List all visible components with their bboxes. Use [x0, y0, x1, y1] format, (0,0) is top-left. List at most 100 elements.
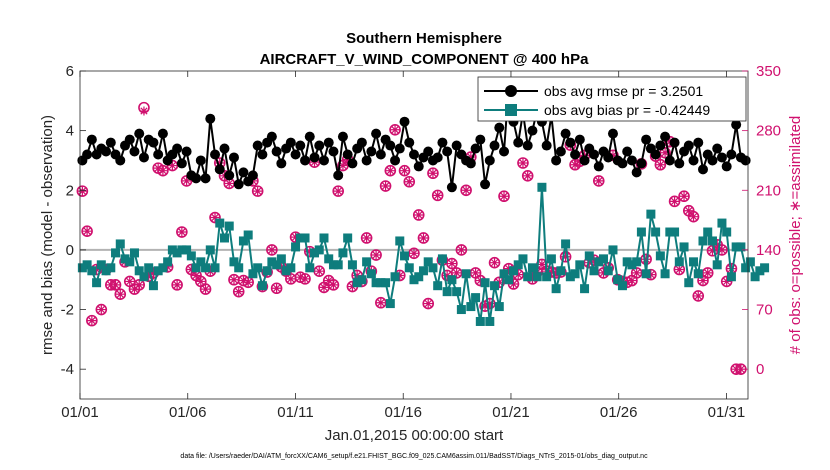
x-tick-label: 01/16 [384, 404, 422, 421]
rmse-point [409, 149, 419, 160]
obs-assimilated-point [608, 150, 618, 160]
bias-point [750, 272, 760, 282]
rmse-point [361, 155, 372, 166]
obs-assimilated-point [196, 276, 206, 286]
bias-point [755, 266, 765, 276]
bias-point [575, 260, 585, 270]
obs-assimilated-point [186, 265, 196, 275]
obs-assimilated-point [703, 268, 713, 278]
obs-assimilated-point [272, 283, 282, 293]
y-right-tick-label: 0 [756, 361, 764, 378]
rmse-point [413, 161, 424, 172]
obs-assimilated-point [381, 181, 391, 191]
obs-assimilated-point [689, 212, 699, 222]
obs-assimilated-point [627, 276, 637, 286]
rmse-point [622, 146, 633, 157]
rmse-point [304, 131, 315, 142]
chart-title: Southern Hemisphere [346, 30, 502, 47]
rmse-point [181, 146, 192, 157]
obs-assimilated-point [106, 280, 116, 290]
rmse-point [318, 155, 329, 166]
rmse-point [134, 128, 145, 139]
obs-assimilated-point [96, 305, 106, 315]
obs-assimilated-point [632, 268, 642, 278]
obs-possible-point [412, 209, 425, 221]
bias-point [257, 281, 267, 291]
obs-possible-point [460, 184, 472, 197]
rmse-point [716, 152, 727, 163]
bias-point [248, 269, 258, 279]
rmse-point [228, 152, 239, 163]
obs-assimilated-point [537, 259, 547, 269]
obs-possible-point [379, 180, 392, 192]
bias-point [129, 248, 139, 258]
bias-point [437, 254, 447, 264]
rmse-point [176, 158, 187, 169]
obs-assimilated-point [518, 158, 528, 168]
obs-possible-point [446, 257, 458, 270]
rmse-point [551, 155, 562, 166]
rmse-point [375, 149, 386, 160]
series-layer [76, 80, 770, 375]
obs-possible-point [720, 275, 733, 288]
legend-bias-marker [505, 104, 517, 116]
obs-possible-point [403, 175, 416, 188]
rmse-point [603, 152, 614, 163]
rmse-point [153, 149, 164, 160]
bias-point [300, 233, 310, 243]
rmse-point [314, 140, 325, 151]
obs-assimilated-point [333, 186, 343, 196]
obs-assimilated-point [362, 233, 372, 243]
obs-possible-point [422, 297, 435, 310]
obs-assimilated-point [485, 299, 495, 309]
bias-point [627, 260, 637, 270]
x-tick-label: 01/11 [277, 404, 313, 421]
legend: obs avg rmse pr = 3.2501 obs avg bias pr… [477, 76, 747, 122]
obs-assimilated-point [594, 176, 604, 186]
bias-point [319, 233, 329, 243]
bias-point [234, 263, 244, 273]
y-tick-label: -4 [61, 361, 74, 378]
bias-point [172, 248, 182, 258]
bias-point [295, 233, 305, 243]
bias-point [660, 269, 670, 279]
y-right-tick-label: 350 [756, 63, 781, 80]
bias-point [674, 257, 684, 267]
y-tick-label: 4 [66, 123, 74, 140]
bias-point [594, 257, 604, 267]
rmse-point [489, 140, 500, 151]
obs-assimilated-point [210, 213, 220, 223]
rmse-point [191, 173, 202, 184]
obs-assimilated-point [641, 254, 651, 264]
bias-point [456, 305, 466, 315]
rmse-point [247, 170, 258, 181]
bias-point [428, 263, 438, 273]
bias-point [267, 257, 277, 267]
obs-possible-point [370, 249, 382, 261]
obs-assimilated-point [499, 191, 509, 201]
rmse-point [688, 155, 699, 166]
rmse-point [300, 155, 311, 166]
obs-possible-point [716, 244, 728, 256]
bias-point [201, 263, 211, 273]
obs-assimilated-point [670, 196, 680, 206]
obs-assimilated-point [343, 155, 353, 165]
rmse-point [423, 146, 434, 157]
obs-possible-point [488, 256, 501, 269]
bias-point [111, 248, 121, 258]
rmse-point [513, 137, 524, 148]
obs-assimilated-point [490, 258, 500, 268]
bias-point [182, 245, 192, 255]
obs-possible-point [360, 232, 373, 244]
rmse-point [721, 161, 732, 172]
bias-point [153, 266, 163, 276]
obs-assimilated-point [385, 166, 395, 176]
obs-possible-point [95, 303, 108, 316]
bias-point [731, 242, 741, 252]
y-right-tick-label: 70 [756, 302, 773, 319]
bias-point [570, 269, 580, 279]
bias-point [305, 263, 315, 273]
obs-assimilated-point [731, 364, 741, 374]
obs-possible-point [81, 225, 93, 237]
rmse-point [726, 149, 737, 160]
